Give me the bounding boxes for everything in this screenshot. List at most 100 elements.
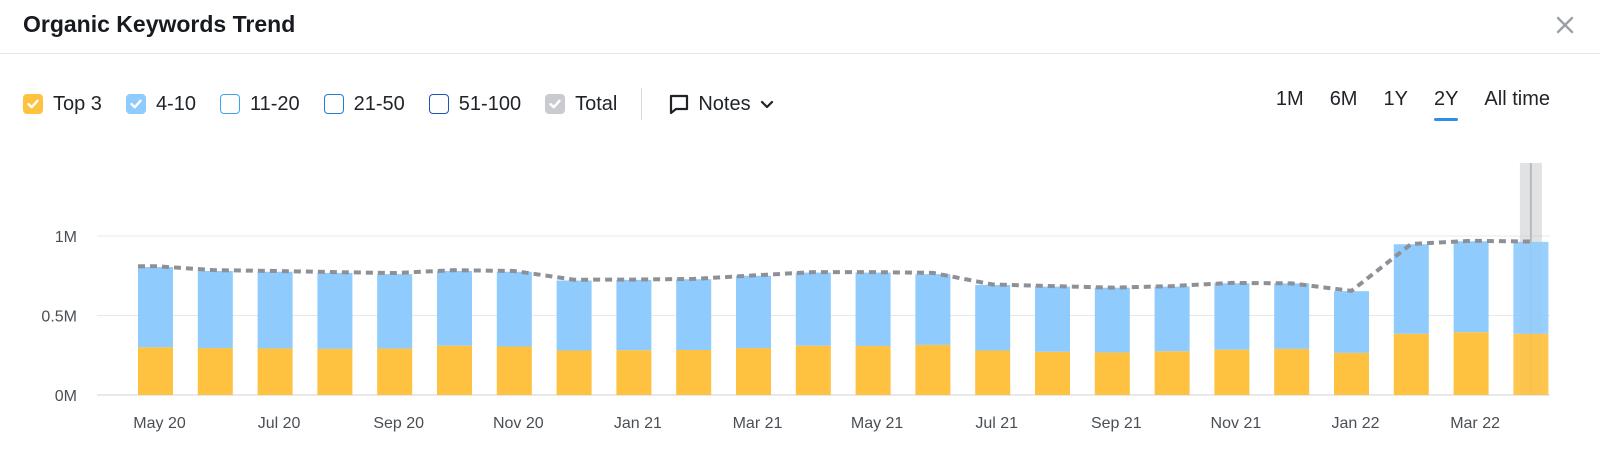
legend-item-11-20[interactable]: 11-20 bbox=[219, 92, 300, 116]
legend-checkbox[interactable] bbox=[323, 94, 344, 114]
range-tab-all-time[interactable]: All time bbox=[1484, 88, 1550, 110]
bar-top-3 bbox=[437, 345, 472, 395]
panel-header: Organic Keywords Trend bbox=[0, 0, 1600, 54]
total-line bbox=[138, 238, 1531, 293]
legend-label: 4-10 bbox=[155, 92, 196, 115]
bar-4-10 bbox=[1154, 286, 1190, 352]
check-icon bbox=[549, 99, 561, 109]
x-tick-label: Jul 21 bbox=[975, 415, 1018, 432]
bar-4-10 bbox=[556, 280, 592, 351]
x-tick-label: Jan 21 bbox=[614, 415, 662, 432]
bar-top-3 bbox=[496, 346, 532, 395]
bar-top-3 bbox=[556, 350, 592, 395]
x-tick-label: Nov 20 bbox=[493, 415, 544, 432]
legend: Top 3 4-10 11-20 21-50 51-100 Total bbox=[23, 93, 641, 116]
x-tick-label: Sep 20 bbox=[373, 415, 424, 432]
bar-4-10 bbox=[437, 270, 472, 346]
bar-4-10 bbox=[915, 274, 951, 345]
legend-item-21-50[interactable]: 21-50 bbox=[323, 93, 405, 116]
bar-top-3 bbox=[736, 348, 771, 395]
bar-top-3 bbox=[1094, 352, 1130, 395]
bar-top-3 bbox=[1393, 333, 1429, 395]
legend-item-top-3[interactable]: Top 3 bbox=[23, 93, 102, 116]
toolbar-divider bbox=[641, 88, 643, 120]
bar-top-3 bbox=[676, 350, 712, 395]
x-tick-label: Sep 21 bbox=[1091, 415, 1142, 432]
y-tick-label: 0.5M bbox=[41, 309, 77, 326]
notes-label: Notes bbox=[698, 92, 751, 115]
bar-4-10 bbox=[676, 279, 712, 351]
bar-4-10 bbox=[257, 271, 293, 349]
x-tick-label: May 20 bbox=[133, 415, 186, 432]
bar-4-10 bbox=[855, 272, 891, 347]
bar-4-10 bbox=[138, 267, 173, 348]
chart-toolbar: Top 3 4-10 11-20 21-50 51-100 Total Notes bbox=[23, 88, 775, 120]
legend-item-4-10[interactable]: 4-10 bbox=[125, 92, 196, 116]
y-tick-label: 0M bbox=[55, 388, 77, 405]
range-tab-1y[interactable]: 1Y bbox=[1383, 88, 1408, 110]
check-icon bbox=[27, 99, 39, 109]
legend-item-51-100[interactable]: 51-100 bbox=[428, 92, 522, 116]
bar-4-10 bbox=[1094, 287, 1130, 353]
bar-top-3 bbox=[377, 348, 413, 395]
bar-4-10 bbox=[1393, 244, 1429, 334]
comment-icon bbox=[670, 94, 689, 115]
range-tab-2y[interactable]: 2Y bbox=[1433, 88, 1459, 121]
close-icon bbox=[1556, 16, 1574, 34]
y-tick-label: 1M bbox=[55, 229, 77, 246]
x-tick-label: Mar 22 bbox=[1450, 415, 1500, 432]
bar-top-3 bbox=[317, 348, 353, 395]
x-tick-label: Nov 21 bbox=[1211, 415, 1262, 432]
bar-top-3 bbox=[855, 346, 891, 395]
legend-label: 11-20 bbox=[249, 92, 300, 115]
page-title: Organic Keywords Trend bbox=[23, 11, 296, 37]
legend-checkbox[interactable] bbox=[125, 94, 146, 114]
legend-checkbox[interactable] bbox=[428, 94, 449, 114]
bar-top-3 bbox=[795, 345, 831, 395]
bar-4-10 bbox=[1214, 283, 1250, 350]
chevron-down-icon bbox=[760, 100, 773, 109]
legend-checkbox[interactable] bbox=[545, 94, 566, 114]
bar-top-3 bbox=[1453, 332, 1489, 395]
bar-4-10 bbox=[1274, 283, 1310, 349]
bar-4-10 bbox=[736, 275, 771, 349]
bar-4-10 bbox=[975, 284, 1011, 351]
legend-label: 51-100 bbox=[458, 92, 522, 115]
bar-top-3 bbox=[1334, 352, 1369, 395]
x-tick-label: Jan 22 bbox=[1331, 415, 1379, 432]
bar-top-3 bbox=[138, 347, 173, 395]
legend-item-total[interactable]: Total bbox=[545, 93, 617, 116]
bar-4-10 bbox=[496, 271, 532, 347]
bar-4-10 bbox=[377, 274, 413, 349]
date-range-selector: 1M 6M 1Y 2Y All time bbox=[1250, 88, 1550, 121]
bar-top-3 bbox=[1274, 348, 1310, 395]
range-tab-1m[interactable]: 1M bbox=[1275, 88, 1304, 110]
bar-4-10 bbox=[317, 272, 353, 349]
bar-top-3 bbox=[1154, 351, 1190, 395]
bar-top-3 bbox=[1035, 351, 1070, 395]
x-tick-label: Jul 20 bbox=[258, 415, 301, 432]
bar-4-10 bbox=[1334, 291, 1369, 353]
close-button[interactable] bbox=[1552, 12, 1578, 38]
legend-label: Total bbox=[575, 92, 618, 115]
bar-top-3 bbox=[197, 348, 233, 395]
bar-top-3 bbox=[975, 350, 1011, 395]
bar-4-10 bbox=[795, 272, 831, 346]
x-tick-label: Mar 21 bbox=[733, 415, 783, 432]
bar-4-10 bbox=[197, 270, 233, 349]
bar-4-10 bbox=[1513, 241, 1549, 334]
bar-4-10 bbox=[1035, 286, 1070, 352]
bar-top-3 bbox=[915, 344, 951, 395]
notes-dropdown[interactable]: Notes bbox=[668, 93, 774, 116]
legend-checkbox[interactable] bbox=[219, 94, 240, 114]
bar-top-3 bbox=[1214, 349, 1250, 395]
range-tab-6m[interactable]: 6M bbox=[1329, 88, 1358, 110]
legend-label: Top 3 bbox=[53, 92, 102, 115]
bar-4-10 bbox=[616, 279, 652, 351]
x-tick-label: May 21 bbox=[851, 415, 904, 432]
legend-checkbox[interactable] bbox=[23, 94, 43, 114]
check-icon bbox=[130, 99, 142, 109]
bar-4-10 bbox=[1453, 241, 1489, 333]
bar-top-3 bbox=[257, 348, 293, 395]
